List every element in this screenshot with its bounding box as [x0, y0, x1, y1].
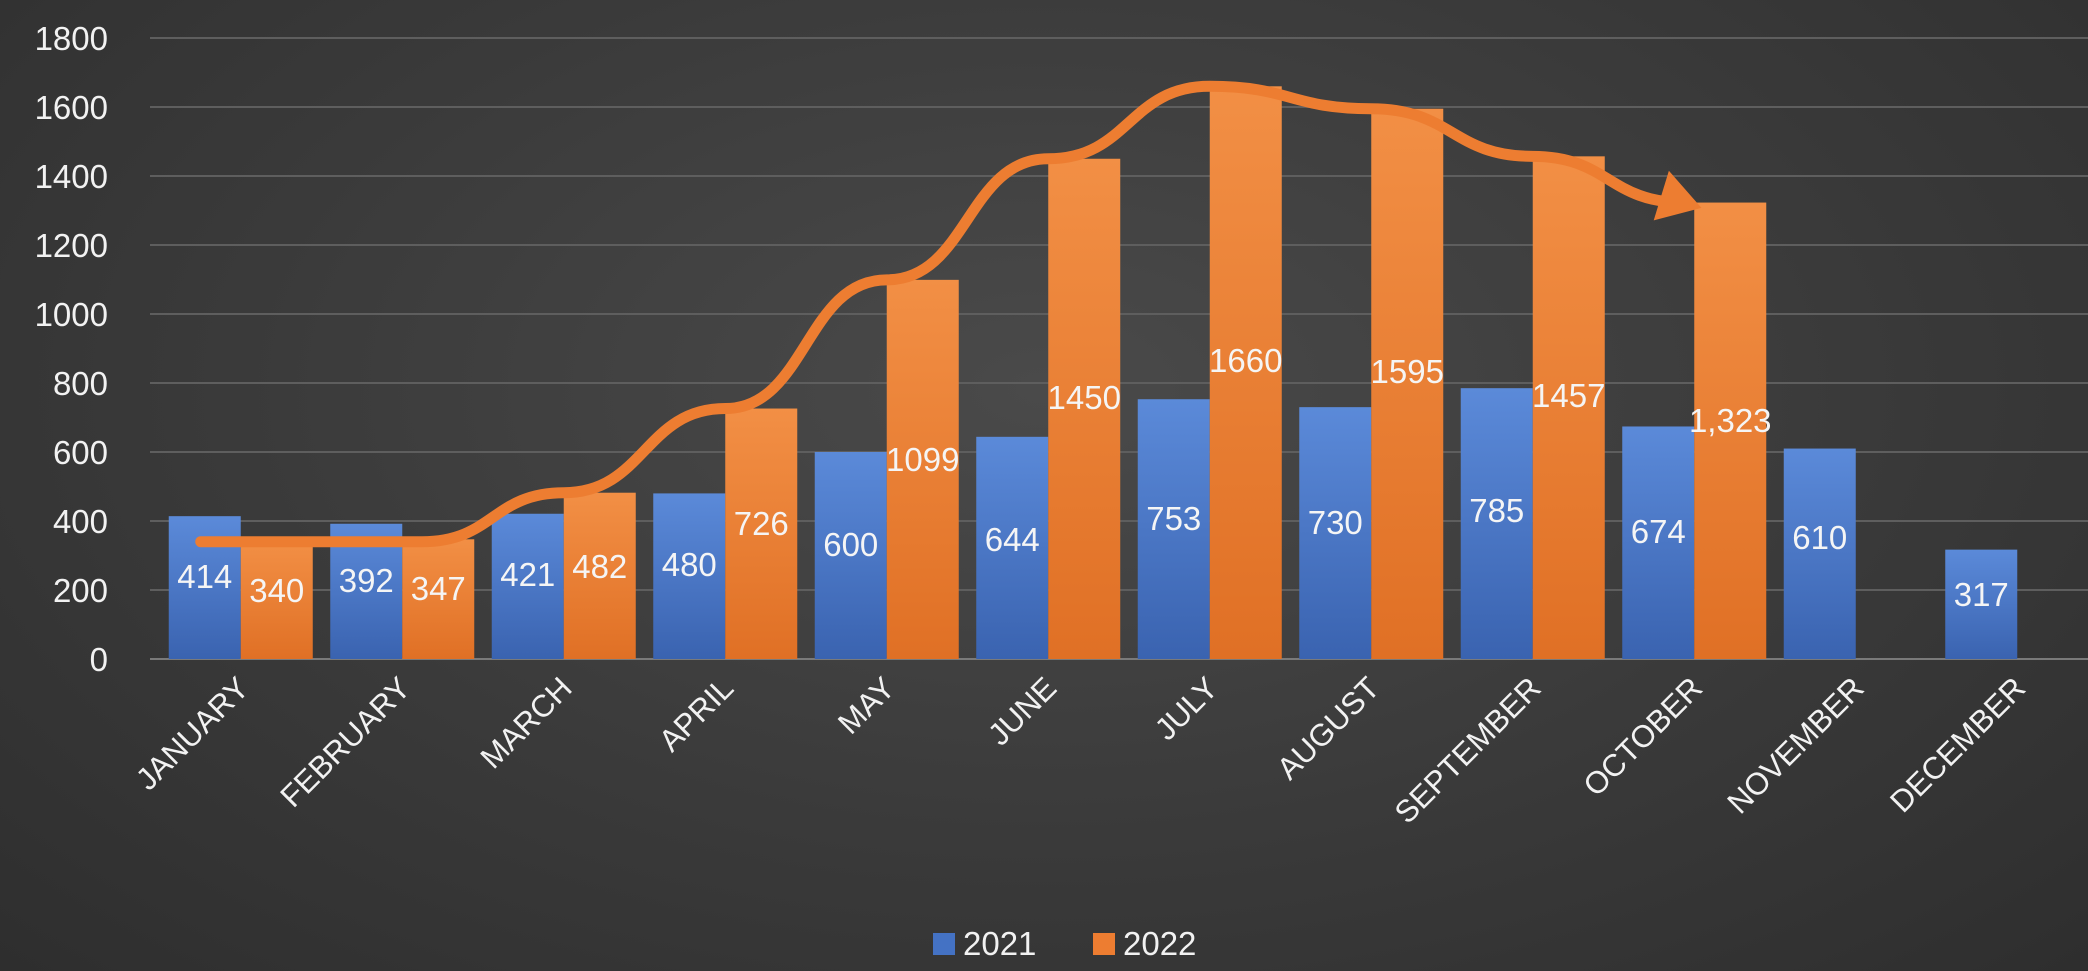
data-label-2022-october: 1,323 [1689, 402, 1772, 439]
bar-2021-may [814, 452, 887, 659]
y-axis-ticks: 0 200 400 600 800 1000 1200 1400 1600 1800 [35, 20, 108, 678]
bar-2022-april [725, 408, 798, 659]
bar-2022-march [563, 492, 636, 659]
y-tick-label: 200 [53, 572, 108, 609]
bar-2021-march [491, 513, 564, 659]
bar-2022-august [1371, 108, 1444, 660]
bar-2021-september [1460, 388, 1533, 659]
category-label-august: AUGUST [1270, 670, 1386, 786]
y-tick-label: 1600 [35, 89, 108, 126]
data-label-2021-january: 414 [177, 558, 232, 595]
category-label-june: JUNE [981, 670, 1063, 752]
category-label-may: MAY [831, 670, 902, 741]
data-label-2022-september: 1457 [1532, 377, 1605, 414]
category-label-september: SEPTEMBER [1388, 670, 1548, 830]
data-label-2021-february: 392 [339, 562, 394, 599]
bar-2021-april [653, 493, 726, 659]
data-label-2021-july: 753 [1146, 500, 1201, 537]
data-label-2021-september: 785 [1469, 492, 1524, 529]
bar-2022-july [1209, 86, 1282, 660]
bar-2021-november [1783, 448, 1856, 659]
data-label-2022-august: 1595 [1371, 353, 1444, 390]
bar-2021-december [1945, 549, 2018, 659]
data-label-2021-august: 730 [1308, 504, 1363, 541]
data-label-2022-april: 726 [734, 505, 789, 542]
category-label-march: MARCH [474, 670, 579, 775]
y-tick-label: 1800 [35, 20, 108, 57]
bar-2022-june [1048, 158, 1121, 659]
y-tick-label: 600 [53, 434, 108, 471]
data-label-2022-june: 1450 [1048, 379, 1121, 416]
data-labels: 414 340 392 347 421 482 480 726 600 1099 644 1450 75… [177, 342, 2009, 613]
bar-2021-july [1137, 399, 1210, 659]
bar-2022-october [1694, 202, 1767, 659]
data-label-2022-july: 1660 [1209, 342, 1282, 379]
legend-label-2022: 2022 [1123, 925, 1196, 962]
category-label-july: JULY [1148, 670, 1225, 747]
category-label-october: OCTOBER [1576, 670, 1709, 803]
data-label-2021-november: 610 [1792, 519, 1847, 556]
data-label-2021-march: 421 [500, 556, 555, 593]
legend-swatch-2021 [933, 933, 955, 955]
bar-2021-june [976, 436, 1049, 659]
y-tick-label: 0 [90, 641, 108, 678]
data-label-2021-october: 674 [1631, 513, 1686, 550]
bar-2021-october [1622, 426, 1695, 659]
legend-swatch-2022 [1093, 933, 1115, 955]
bar-2022-september [1532, 156, 1605, 659]
y-tick-label: 1200 [35, 227, 108, 264]
bar-2022-january [240, 541, 313, 659]
data-label-2021-may: 600 [823, 526, 878, 563]
category-label-december: DECEMBER [1883, 670, 2032, 819]
data-label-2021-april: 480 [662, 546, 717, 583]
data-label-2021-june: 644 [985, 521, 1040, 558]
y-tick-label: 1400 [35, 158, 108, 195]
bar-2022-may [886, 279, 959, 659]
data-label-2022-may: 1099 [886, 441, 959, 478]
category-label-february: FEBRUARY [273, 670, 417, 814]
bar-2021-august [1299, 407, 1372, 659]
data-label-2022-january: 340 [249, 572, 304, 609]
y-tick-label: 400 [53, 503, 108, 540]
legend: 2021 2022 [933, 925, 1196, 962]
data-label-2021-december: 317 [1954, 576, 2009, 613]
trend-line [195, 80, 1690, 548]
bar-2022-february [402, 539, 475, 659]
category-label-january: JANUARY [129, 670, 256, 797]
y-tick-label: 1000 [35, 296, 108, 333]
legend-label-2021: 2021 [963, 925, 1036, 962]
category-label-april: APRIL [652, 670, 740, 758]
category-label-november: NOVEMBER [1720, 670, 1870, 820]
data-label-2022-march: 482 [572, 548, 627, 585]
y-tick-label: 800 [53, 365, 108, 402]
x-axis-categories: JANUARY FEBRUARY MARCH APRIL MAY JUNE JULY AUGU… [129, 670, 2032, 830]
trend-arrow [195, 80, 1702, 548]
trend-arrowhead [1653, 170, 1702, 221]
data-label-2022-february: 347 [411, 570, 466, 607]
